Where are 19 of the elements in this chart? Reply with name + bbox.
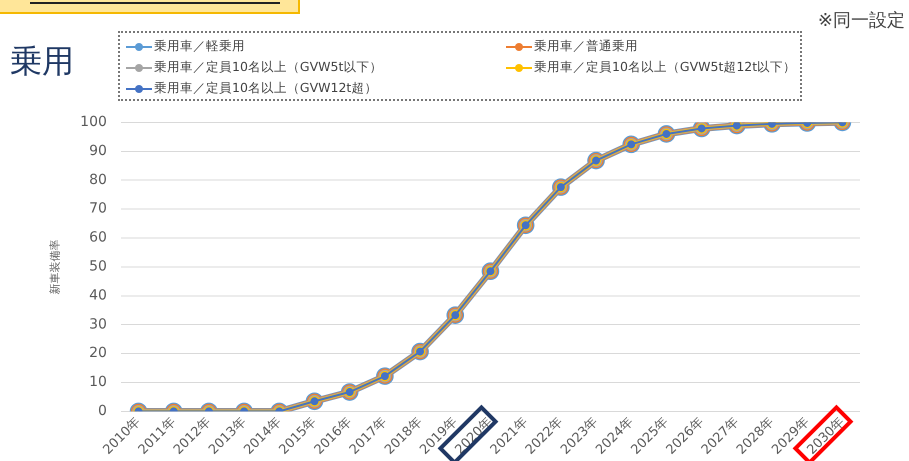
y-tick-label: 0 [98,403,107,420]
y-tick-label: 50 [89,258,107,275]
text: ※同一設定 [818,9,905,32]
legend-label: 乗用車／定員10名以上（GVW5t以下） [154,59,382,76]
legend-label: 乗用車／定員10名以上（GVW12t超） [154,80,378,97]
y-tick-label: 10 [89,374,107,390]
y-tick-label: 80 [89,172,107,188]
legend-label: 乗用車／軽乗用 [154,38,245,55]
legend-label: 乗用車／定員10名以上（GVW5t超12t以下） [534,59,796,76]
y-tick-label: 40 [89,287,107,304]
chart-title: 乗用 [10,41,74,82]
y-axis-title: 新車装備率 [48,239,62,294]
y-tick-label: 90 [89,142,107,159]
legend-label: 乗用車／普通乗用 [534,38,638,55]
y-tick-label: 100 [80,114,107,130]
y-tick-label: 70 [89,200,107,217]
y-tick-label: 20 [89,345,107,362]
y-tick-label: 60 [89,230,107,246]
y-tick-label: 30 [89,316,107,332]
